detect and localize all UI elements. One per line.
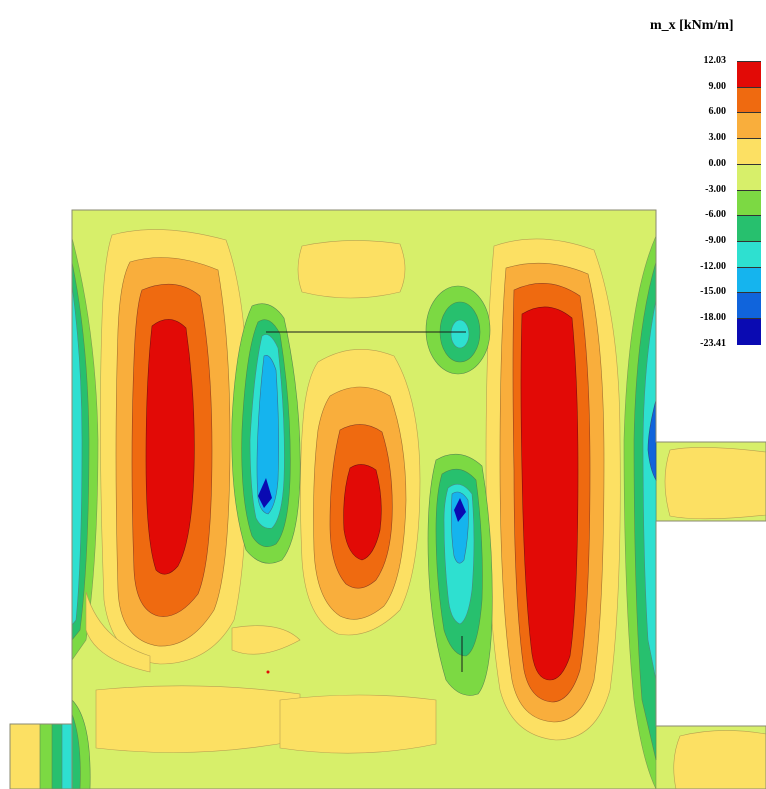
legend-swatch [737,318,761,345]
legend-tick-label: 0.00 [708,157,727,169]
right-tab-bands [664,447,766,789]
legend-swatch [737,138,761,165]
legend-swatch [737,189,761,217]
legend-swatch [737,112,761,140]
legend-tick-label: -9.00 [705,234,726,246]
legend-tick-label: 6.00 [708,106,727,118]
small-negative-circle [425,285,491,375]
bottom-yellow-strip-1 [95,685,301,753]
center-positive-lobe [300,348,421,636]
right-negative-lobe [427,453,493,696]
right-edge-band [623,235,657,789]
legend-tick-label: 3.00 [708,132,727,144]
legend-swatch [737,266,761,294]
mid-lower-yellow [231,625,301,655]
legend-swatch [737,163,761,191]
legend-swatch [737,240,761,268]
legend-tick-label: -15.00 [700,286,726,298]
legend-tick-label: -18.00 [700,312,726,323]
legend-swatch [737,61,761,88]
legend-tick-label: -3.00 [705,183,726,195]
legend-title: m_x [kNm/m] [650,18,734,33]
left-positive-lobe [100,229,249,665]
left-lower-yellow [85,591,151,673]
bottom-yellow-strip-2 [279,694,437,754]
legend-tick-label: -23.41 [700,337,726,349]
node-marker [266,670,270,674]
slab-contours [10,210,766,789]
legend-tick-label: 12.03 [703,55,727,66]
legend-swatch [737,86,761,114]
legend-swatch [737,292,761,319]
left-negative-lobe [231,303,301,564]
bottom-left-band [10,699,91,789]
left-edge-band [71,237,99,661]
legend-tick-label: -6.00 [705,209,726,221]
top-yellow-patch [297,240,406,299]
legend-tick-label: -12.00 [700,260,726,272]
legend-tick-label: 9.00 [708,80,727,92]
right-positive-lobe [485,238,621,741]
legend-swatch [737,215,761,242]
